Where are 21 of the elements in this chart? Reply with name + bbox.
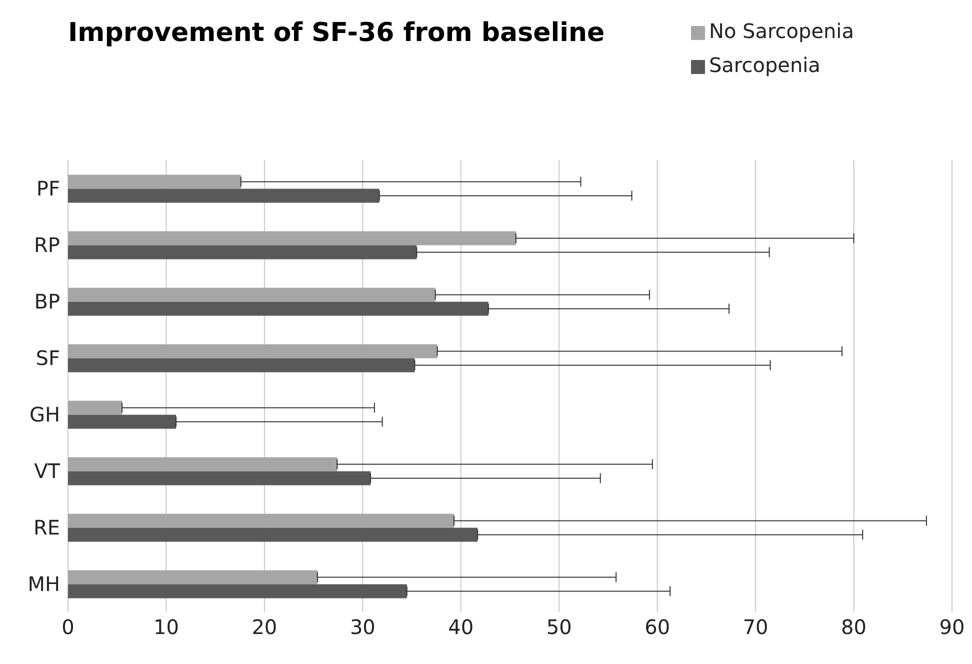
x-tick-label: 10 — [153, 615, 179, 640]
x-tick-label: 40 — [448, 615, 474, 640]
x-tick-label: 30 — [350, 615, 376, 640]
legend-label: Sarcopenia — [708, 53, 820, 77]
y-tick-label: PF — [36, 176, 60, 200]
x-tick-label: 20 — [252, 615, 278, 640]
x-tick-label: 80 — [841, 615, 867, 640]
y-tick-label: MH — [28, 572, 60, 596]
y-tick-label: RP — [34, 232, 60, 257]
y-tick-label: GH — [29, 402, 60, 426]
y-tick-label: BP — [34, 289, 60, 314]
x-tick-label: 90 — [939, 615, 965, 640]
x-tick-label: 60 — [644, 615, 670, 640]
legend-label: No Sarcopenia — [708, 19, 854, 43]
y-tick-label: RE — [33, 515, 60, 540]
chart-title: Improvement of SF-36 from baseline — [68, 18, 605, 48]
y-tick-label: VT — [34, 458, 61, 483]
x-tick-label: 0 — [62, 615, 74, 640]
x-tick-label: 70 — [742, 615, 768, 640]
y-tick-label: SF — [36, 346, 60, 370]
x-tick-label: 50 — [546, 615, 572, 640]
